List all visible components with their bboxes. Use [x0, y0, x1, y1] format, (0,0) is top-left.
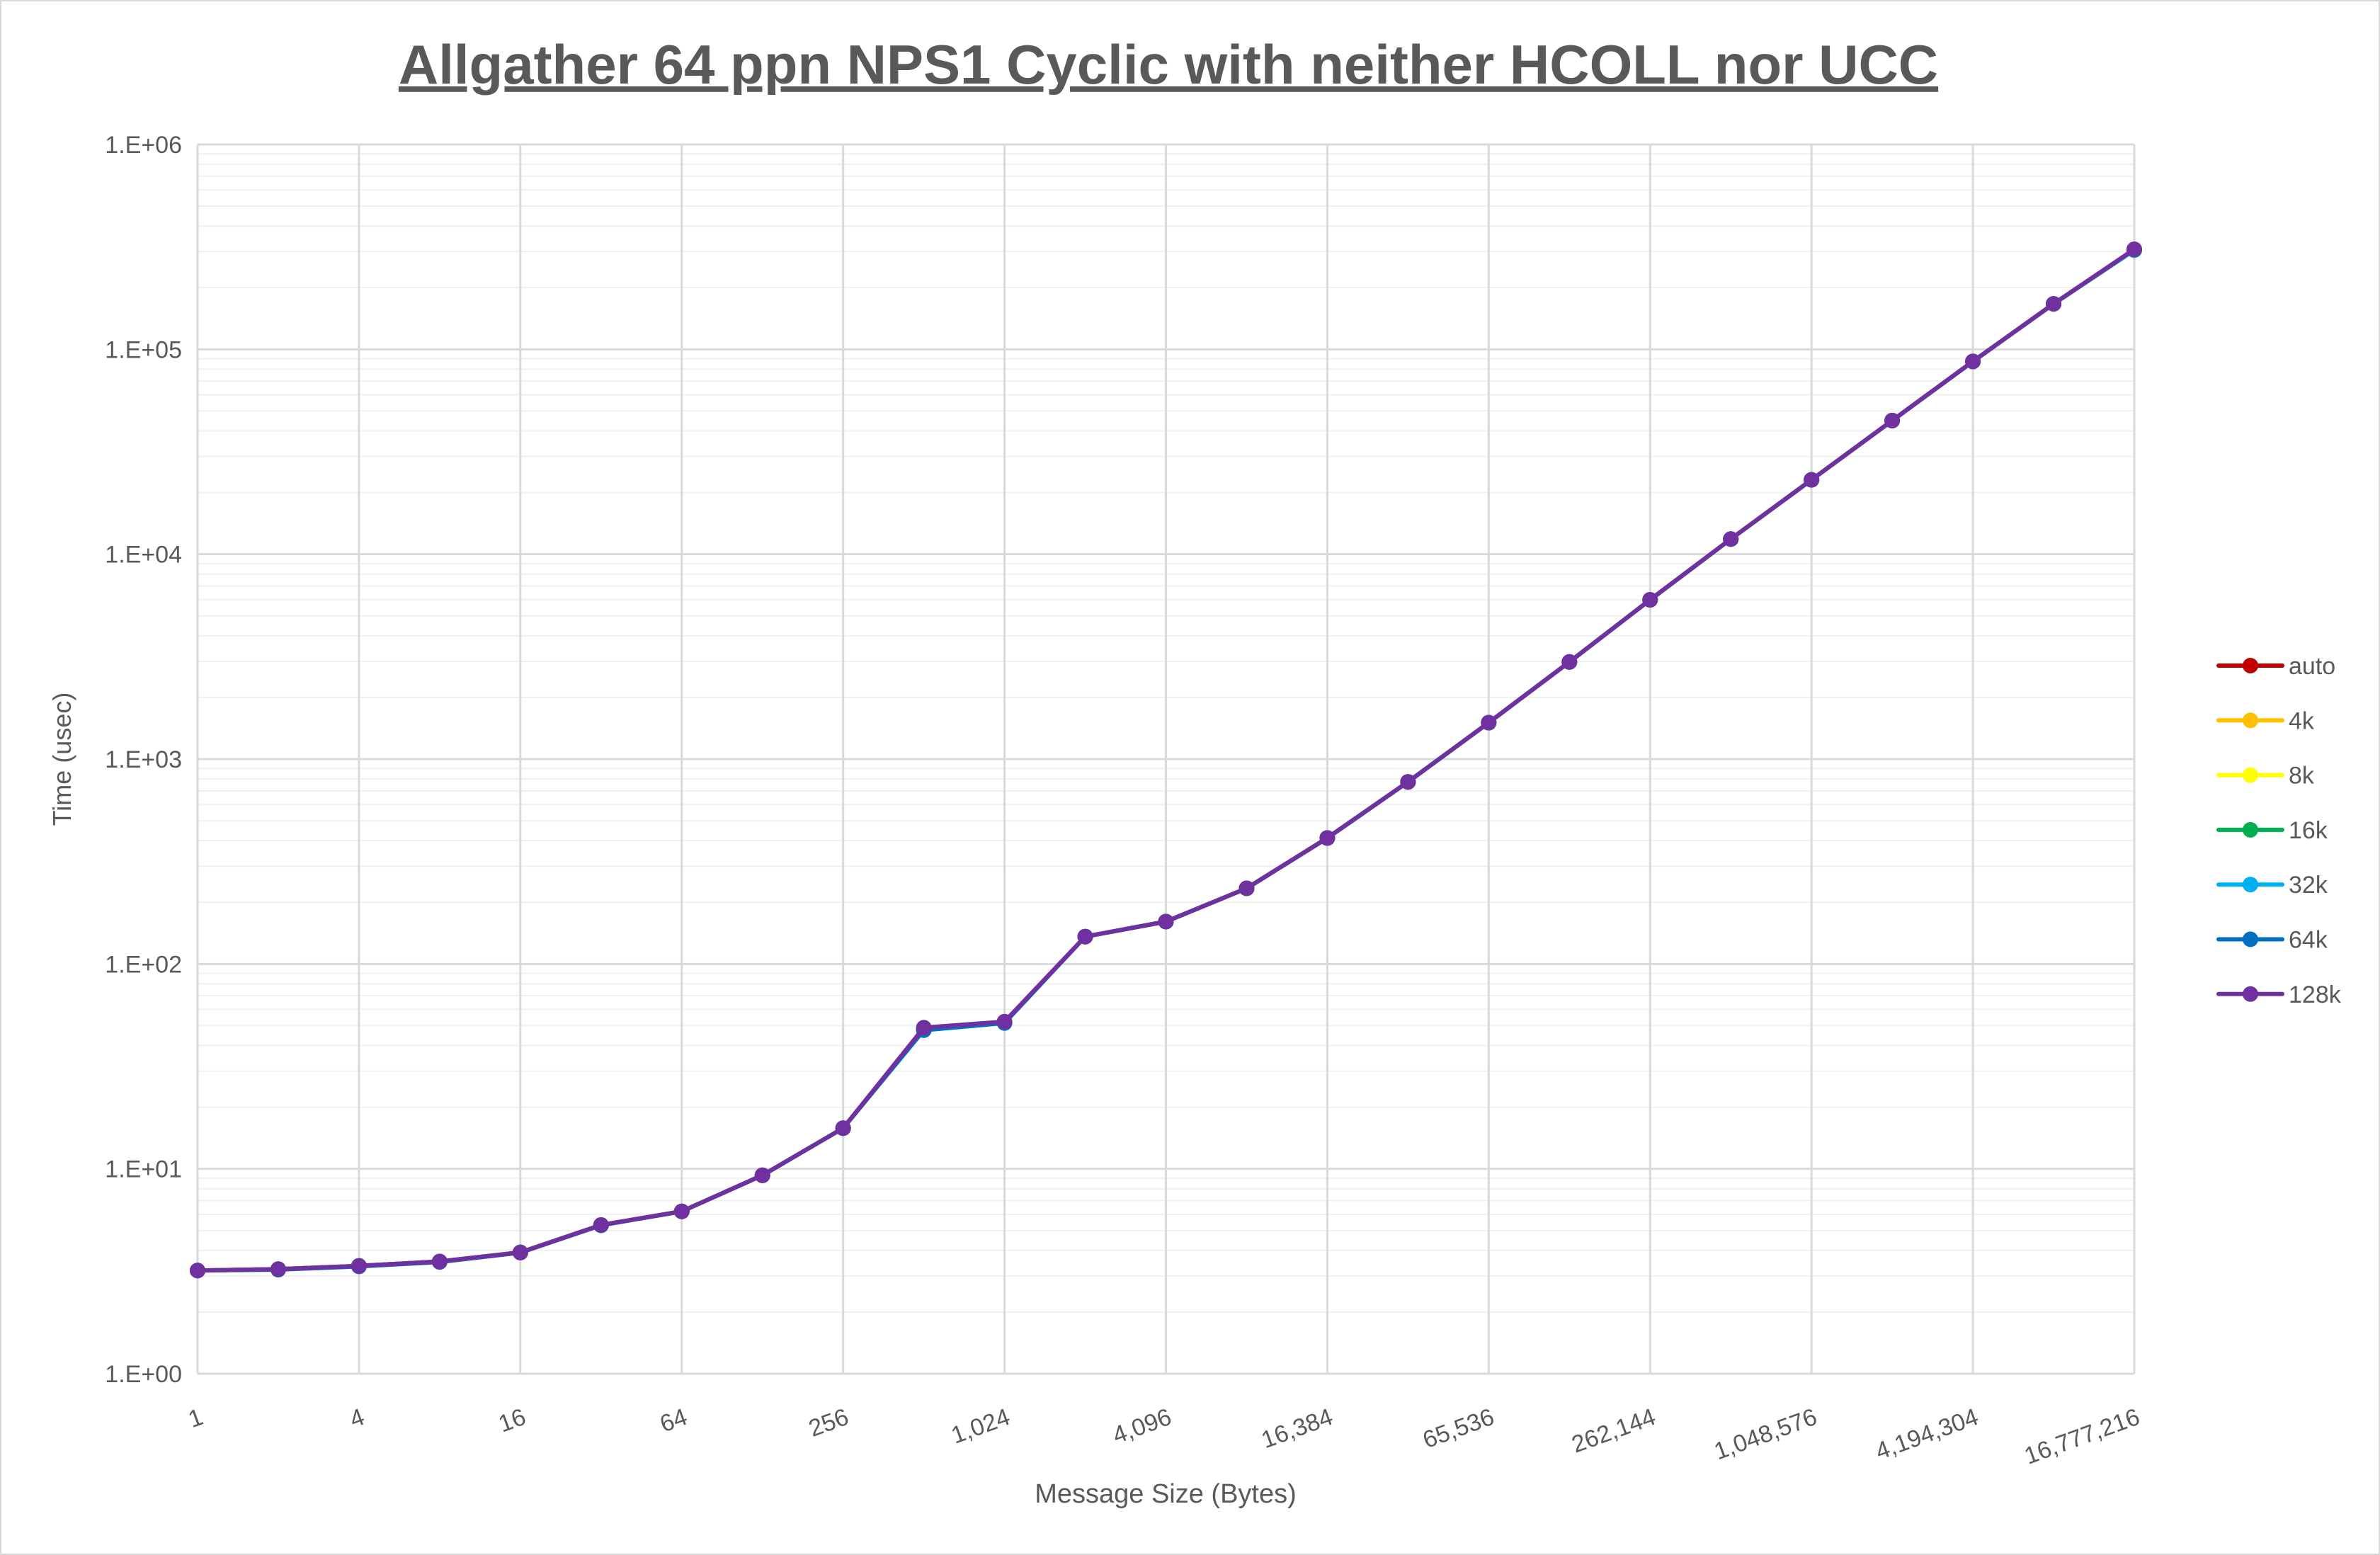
legend-marker	[2243, 767, 2258, 783]
y-tick-label: 1.E+02	[105, 951, 182, 978]
legend-item-8k: 8k	[2216, 763, 2315, 790]
y-tick-label: 1.E+04	[105, 542, 182, 569]
data-point-128k	[2126, 241, 2142, 257]
y-tick-label: 1.E+05	[105, 336, 182, 363]
data-point-128k	[1239, 880, 1255, 896]
legend-label: 4k	[2289, 707, 2315, 734]
data-point-128k	[1804, 472, 1820, 488]
legend-item-16k: 16k	[2216, 817, 2328, 844]
legend-marker	[2243, 658, 2258, 673]
legend-label: 8k	[2289, 763, 2315, 790]
x-axis-label: Message Size (Bytes)	[1035, 1479, 1297, 1509]
series-128k	[190, 241, 2142, 1279]
y-tick-label: 1.E+00	[105, 1361, 182, 1388]
legend-item-64k: 64k	[2216, 927, 2328, 954]
y-tick-label: 1.E+06	[105, 132, 182, 159]
legend-item-32k: 32k	[2216, 872, 2328, 899]
data-point-128k	[431, 1253, 448, 1270]
legend-label: 32k	[2289, 872, 2328, 899]
data-point-128k	[1400, 774, 1416, 790]
legend-marker	[2243, 931, 2258, 947]
legend-marker	[2243, 821, 2258, 838]
data-point-128k	[1077, 928, 1093, 945]
data-point-128k	[593, 1217, 609, 1233]
chart-title: Allgather 64 ppn NPS1 Cyclic with neithe…	[399, 33, 1938, 96]
data-point-128k	[270, 1261, 286, 1277]
legend-label: auto	[2289, 653, 2335, 680]
series-group	[190, 241, 2142, 1279]
data-point-128k	[1319, 830, 1336, 846]
data-point-128k	[1965, 353, 1981, 370]
data-point-128k	[1723, 531, 1739, 547]
data-point-128k	[1158, 913, 1174, 930]
legend-item-4k: 4k	[2216, 707, 2315, 734]
data-point-128k	[512, 1244, 528, 1260]
y-tick-label: 1.E+03	[105, 746, 182, 773]
legend-marker	[2243, 712, 2258, 729]
data-point-128k	[1884, 412, 1901, 428]
data-point-128k	[351, 1258, 367, 1274]
legend-label: 64k	[2289, 927, 2328, 954]
legend: auto 4k 8k 16k 32k 64k 128k	[2216, 653, 2342, 1008]
legend-item-auto: auto	[2216, 653, 2335, 680]
legend-marker	[2243, 986, 2258, 1002]
y-tick-label: 1.E+01	[105, 1156, 182, 1183]
data-point-128k	[754, 1167, 770, 1183]
y-axis-label: Time (usec)	[47, 693, 76, 826]
data-point-128k	[673, 1203, 690, 1219]
data-point-128k	[1642, 592, 1658, 608]
legend-item-128k: 128k	[2216, 981, 2342, 1008]
data-point-128k	[996, 1013, 1013, 1030]
y-axis-ticks: 1.E+00 1.E+01 1.E+02 1.E+03 1.E+04 1.E+05 1.E+…	[105, 132, 182, 1388]
legend-label: 16k	[2289, 817, 2328, 844]
legend-label: 128k	[2289, 981, 2342, 1008]
legend-marker	[2243, 877, 2258, 893]
data-point-128k	[835, 1120, 851, 1137]
data-point-128k	[916, 1020, 932, 1036]
data-point-128k	[1561, 654, 1578, 670]
data-point-128k	[2046, 296, 2062, 312]
data-point-128k	[190, 1263, 205, 1279]
data-point-128k	[1481, 714, 1497, 731]
grid	[196, 143, 2136, 1375]
